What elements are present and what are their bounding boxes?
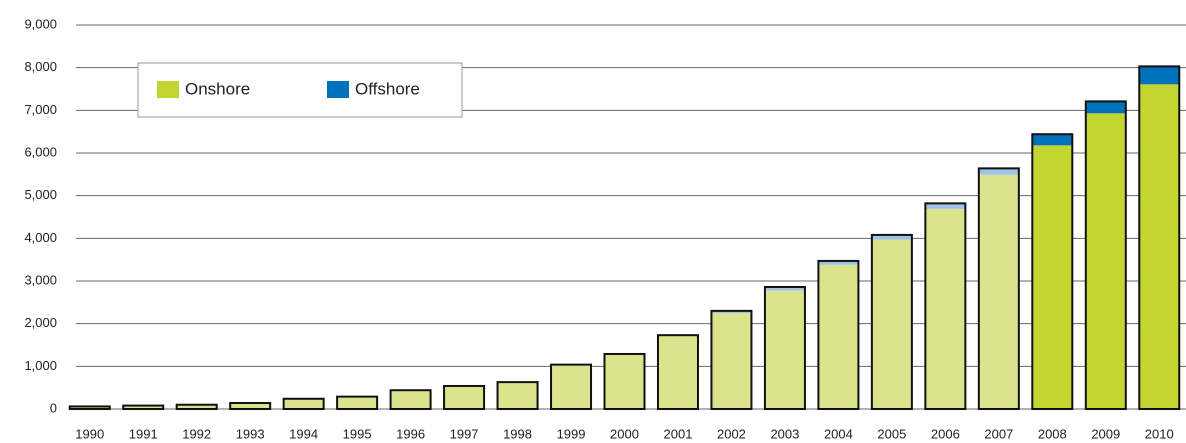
bar-outline: [389, 389, 432, 410]
bar-segment: [390, 390, 431, 409]
bar-segment: [604, 353, 645, 409]
bar-outline: [656, 334, 699, 411]
y-tick-label: 2,000: [24, 315, 57, 330]
y-tick-label: 7,000: [24, 102, 57, 117]
bar-outline: [122, 404, 165, 411]
y-tick-label: 3,000: [24, 272, 57, 287]
y-tick-label: 6,000: [24, 144, 57, 159]
bar-segment: [1139, 84, 1180, 409]
x-tick-label: 2008: [1038, 426, 1067, 441]
legend-box: [137, 62, 463, 118]
bar-segment: [871, 234, 912, 240]
bar-segment: [764, 290, 805, 409]
x-tick-label: 2004: [824, 426, 853, 441]
bar-segment: [69, 406, 110, 409]
legend-label: Offshore: [355, 79, 420, 98]
x-tick-label: 1995: [343, 426, 372, 441]
bar-outline: [336, 395, 379, 411]
x-tick-label: 2003: [770, 426, 799, 441]
bar-segment: [551, 364, 592, 409]
x-tick-label: 2005: [877, 426, 906, 441]
bar-outline: [282, 397, 325, 411]
bar-outline: [924, 202, 967, 410]
y-tick-label: 0: [50, 400, 57, 415]
y-tick-label: 5,000: [24, 187, 57, 202]
bar-outline: [496, 381, 539, 410]
legend-label: Onshore: [185, 79, 250, 98]
bar-segment: [1139, 66, 1180, 85]
x-tick-label: 1999: [557, 426, 586, 441]
y-tick-label: 1,000: [24, 358, 57, 373]
x-tick-label: 1991: [129, 426, 158, 441]
y-tick-label: 4,000: [24, 230, 57, 245]
x-tick-label: 1994: [289, 426, 318, 441]
x-tick-label: 1996: [396, 426, 425, 441]
bar-outline: [977, 167, 1020, 410]
bar-segment: [1032, 134, 1073, 146]
bar-outline: [763, 285, 806, 410]
bar-outline: [710, 309, 753, 410]
bar-segment: [1085, 101, 1126, 114]
bar-segment: [230, 403, 271, 409]
y-tick-label: 9,000: [24, 16, 57, 31]
bar-segment: [444, 385, 485, 409]
bar-segment: [818, 264, 859, 409]
bar-segment: [978, 168, 1019, 175]
x-tick-label: 2009: [1091, 426, 1120, 441]
bar-segment: [1032, 145, 1073, 409]
bar-outline: [817, 259, 860, 410]
bar-segment: [925, 203, 966, 209]
bar-outline: [603, 352, 646, 410]
x-tick-label: 2002: [717, 426, 746, 441]
bar-outline: [443, 384, 486, 410]
bar-segment: [123, 405, 164, 409]
bar-outline: [175, 403, 218, 411]
x-tick-label: 1998: [503, 426, 532, 441]
x-tick-label: 2010: [1145, 426, 1174, 441]
bar-segment: [711, 313, 752, 409]
bar-segment: [1085, 113, 1126, 409]
x-tick-label: 2006: [931, 426, 960, 441]
bar-segment: [818, 260, 859, 265]
bar-segment: [711, 310, 752, 313]
legend-swatch: [157, 81, 179, 98]
x-tick-label: 2007: [984, 426, 1013, 441]
bar-segment: [925, 208, 966, 409]
x-tick-label: 1992: [182, 426, 211, 441]
legend-swatch: [327, 81, 349, 98]
bar-segment: [871, 239, 912, 409]
x-tick-label: 2001: [664, 426, 693, 441]
bar-outline: [550, 363, 593, 411]
x-tick-label: 2000: [610, 426, 639, 441]
bar-outline: [68, 405, 111, 411]
bar-segment: [497, 382, 538, 409]
bar-outline: [870, 233, 913, 410]
bar-outline: [1084, 100, 1127, 411]
bar-outline: [229, 402, 272, 411]
bar-segment: [337, 396, 378, 409]
bar-segment: [764, 286, 805, 291]
bar-outline: [1138, 65, 1181, 411]
bar-segment: [283, 398, 324, 409]
bar-outline: [1031, 133, 1074, 411]
bar-segment: [176, 404, 217, 409]
x-tick-label: 1990: [75, 426, 104, 441]
y-tick-label: 8,000: [24, 59, 57, 74]
bar-segment: [657, 335, 698, 409]
x-tick-label: 1997: [450, 426, 479, 441]
x-tick-label: 1993: [236, 426, 265, 441]
bar-segment: [978, 174, 1019, 409]
